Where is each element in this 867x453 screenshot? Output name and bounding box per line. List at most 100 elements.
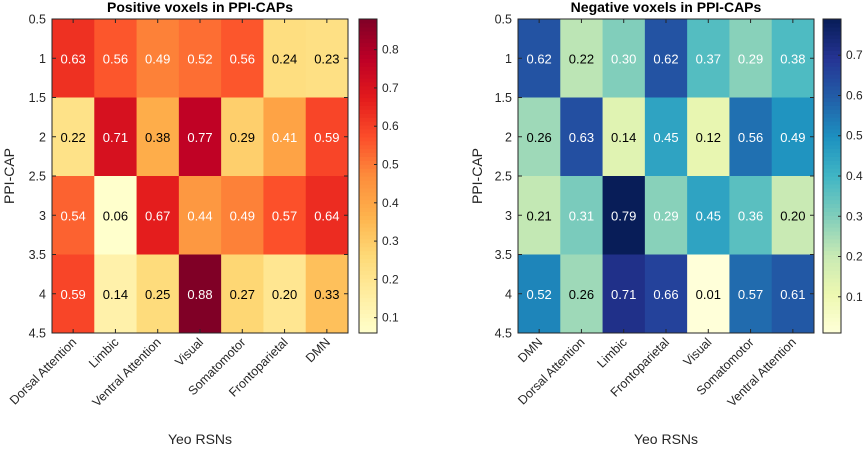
colorbar-segment	[823, 313, 841, 318]
cell-value-label: 0.37	[696, 51, 721, 66]
colorbar-tick-label: 0.5	[846, 129, 863, 143]
heatmap-cell	[729, 254, 773, 334]
heatmap-cell	[305, 19, 349, 98]
colorbar-segment	[823, 160, 841, 165]
colorbar-segment	[359, 89, 377, 95]
colorbar-segment	[823, 246, 841, 252]
colorbar-segment	[823, 42, 841, 48]
heatmap-cell	[729, 19, 773, 98]
x-tick-label-visual: Visual	[172, 335, 206, 369]
heatmap-cell	[52, 19, 95, 98]
colorbar-segment	[359, 219, 377, 224]
heatmap-cell	[644, 254, 688, 334]
colorbar-segment	[823, 230, 841, 236]
colorbar-segment	[823, 262, 841, 267]
heatmap-cell	[518, 254, 561, 334]
colorbar-segment	[823, 124, 841, 130]
colorbar-segment	[823, 117, 841, 122]
colorbar-tick-label: 0.3	[382, 234, 399, 248]
cell-value-label: 0.57	[272, 208, 297, 223]
colorbar-segment	[823, 179, 841, 185]
colorbar: 0.1 0.2 0.3 0.4 0.5 0.6 0.7	[822, 18, 863, 334]
cell-value-label: 0.71	[611, 287, 636, 302]
cell-value-label: 0.63	[569, 130, 594, 145]
heatmap-cell	[178, 19, 222, 98]
colorbar-segment	[359, 97, 377, 103]
colorbar-segment	[359, 191, 377, 197]
colorbar-tick-label: 0.4	[846, 169, 863, 183]
cell-value-label: 0.20	[272, 287, 297, 302]
heatmap-cell	[518, 19, 561, 98]
colorbar-segment	[823, 73, 841, 79]
heatmap-cell	[52, 176, 95, 255]
cell-value-label: 0.71	[103, 130, 128, 145]
heatmap-cell	[602, 97, 646, 177]
cell-value-label: 0.52	[526, 287, 551, 302]
colorbar-segment	[359, 317, 377, 322]
y-tick-label: 2.5	[495, 170, 512, 184]
x-tick-label-dorsal-attention: Dorsal Attention	[7, 335, 79, 407]
colorbar-segment	[359, 203, 377, 208]
colorbar-segment	[823, 238, 841, 244]
colorbar-tick-label: 0.4	[382, 196, 399, 210]
colorbar-tick-label: 0.7	[846, 48, 863, 62]
cell-value-label: 0.38	[145, 130, 170, 145]
colorbar-tick-label: 0.3	[846, 209, 863, 223]
cell-value-label: 0.36	[738, 208, 763, 223]
colorbar-segment	[823, 89, 841, 95]
colorbar-segment	[823, 30, 841, 36]
colorbar-segment	[359, 172, 377, 177]
heatmap-cell	[221, 97, 264, 177]
heatmap-cell	[729, 176, 773, 255]
y-tick-label: 1	[39, 52, 46, 66]
colorbar-segment	[359, 301, 377, 307]
colorbar-segment	[823, 113, 841, 118]
heatmap-cell	[136, 19, 180, 98]
cell-value-label: 0.56	[103, 51, 128, 66]
colorbar-segment	[823, 215, 841, 220]
cell-value-label: 0.20	[780, 208, 805, 223]
heatmap-cell	[560, 254, 604, 334]
colorbar-segment	[823, 274, 841, 279]
heatmap-cell	[518, 176, 561, 255]
cell-value-label: 0.57	[738, 287, 763, 302]
heatmap-cell	[560, 176, 604, 255]
heatmap-cell	[94, 254, 138, 334]
cell-value-label: 0.22	[569, 51, 594, 66]
cell-value-label: 0.29	[230, 130, 255, 145]
colorbar-segment	[359, 329, 377, 334]
colorbar-segment	[823, 38, 841, 44]
colorbar-segment	[823, 329, 841, 334]
colorbar-segment	[359, 19, 377, 24]
cell-value-label: 0.59	[60, 287, 85, 302]
cell-value-label: 0.67	[145, 208, 170, 223]
y-tick-label: 1.5	[495, 91, 512, 105]
heatmap-cell	[518, 97, 561, 177]
colorbar-segment	[359, 58, 377, 63]
colorbar-segment	[359, 321, 377, 326]
y-tick-label: 3	[505, 209, 512, 223]
heatmap-cell	[52, 254, 95, 334]
colorbar-segment	[359, 309, 377, 314]
cell-value-label: 0.63	[60, 51, 85, 66]
colorbar-segment	[359, 215, 377, 220]
colorbar-segment	[823, 156, 841, 161]
heatmap-cell	[560, 97, 604, 177]
colorbar-segment	[823, 19, 841, 24]
heatmap-cell	[305, 254, 349, 334]
colorbar-segment	[359, 66, 377, 71]
cell-value-label: 0.23	[314, 51, 339, 66]
colorbar-segment	[359, 113, 377, 118]
x-axis-label: Yeo RSNs	[634, 431, 698, 447]
y-tick-label: 0.5	[29, 13, 46, 27]
heatmap-cell	[94, 97, 138, 177]
colorbar-segment	[823, 195, 841, 201]
cell-value-label: 0.29	[738, 51, 763, 66]
colorbar-segment	[823, 278, 841, 283]
colorbar-segment	[823, 152, 841, 157]
y-tick-label: 1.5	[29, 91, 46, 105]
colorbar-segment	[359, 199, 377, 205]
colorbar-tick-label: 0.2	[846, 250, 863, 264]
heatmap-cell	[771, 19, 815, 98]
colorbar-segment	[359, 242, 377, 248]
